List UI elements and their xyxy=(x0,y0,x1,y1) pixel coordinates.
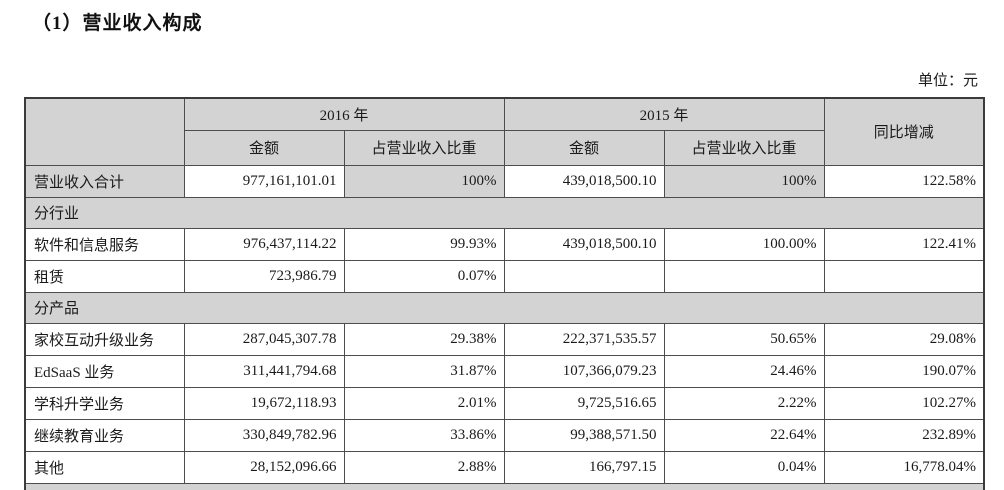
header-row-years: 2016 年 2015 年 同比增减 xyxy=(24,97,985,166)
share-2015-cell: 100.00% xyxy=(663,227,825,261)
table-row-home-school-upgrade: 家校互动升级业务 287,045,307.78 29.38% 222,371,5… xyxy=(24,322,985,356)
page-title: （1）营业收入构成 xyxy=(32,13,203,34)
corner-blank-cell xyxy=(24,97,185,166)
column-header-yoy-change: 同比增减 xyxy=(823,97,985,166)
share-2015-cell: 2.22% xyxy=(663,386,825,420)
amount-2015-cell: 439,018,500.10 xyxy=(503,227,665,261)
amount-2015-cell: 439,018,500.10 xyxy=(503,164,665,198)
section-row-by-product: 分产品 xyxy=(24,291,985,324)
table-row-total-revenue: 营业收入合计 977,161,101.01 100% 439,018,500.1… xyxy=(24,164,985,198)
table-row-software-services: 软件和信息服务 976,437,114.22 99.93% 439,018,50… xyxy=(24,227,985,261)
amount-2015-cell xyxy=(503,259,665,293)
share-2015-cell: 24.46% xyxy=(663,354,825,388)
yoy-change-cell: 122.58% xyxy=(823,164,985,198)
share-2016-cell: 2.88% xyxy=(343,450,505,484)
row-label: 软件和信息服务 xyxy=(24,227,185,261)
share-2016-cell: 2.01% xyxy=(343,386,505,420)
table-row-leasing: 租赁 723,986.79 0.07% xyxy=(24,259,985,293)
amount-2015-cell: 99,388,571.50 xyxy=(503,418,665,452)
column-group-2016: 2016 年 xyxy=(183,97,505,131)
share-2016-cell: 99.93% xyxy=(343,227,505,261)
section-row-by-industry: 分行业 xyxy=(24,196,985,229)
unit-label: 单位：元 xyxy=(917,73,978,89)
section-label: 分产品 xyxy=(24,291,985,324)
column-header-amount-2016: 金额 xyxy=(183,129,345,166)
amount-2015-cell: 166,797.15 xyxy=(503,450,665,484)
row-label: EdSaaS 业务 xyxy=(24,354,185,388)
revenue-composition-table: 2016 年 2015 年 同比增减 金额 占营业收入比重 金额 占营业收入比重… xyxy=(24,97,986,490)
section-label xyxy=(24,482,985,490)
share-2016-cell: 31.87% xyxy=(343,354,505,388)
yoy-change-cell: 122.41% xyxy=(823,227,985,261)
header-row-measures: 金额 占营业收入比重 金额 占营业收入比重 xyxy=(25,129,984,166)
yoy-change-cell: 29.08% xyxy=(823,322,985,356)
yoy-change-cell: 232.89% xyxy=(823,418,985,452)
row-label: 家校互动升级业务 xyxy=(24,322,185,356)
amount-2015-cell: 222,371,535.57 xyxy=(503,322,665,356)
share-2016-cell: 33.86% xyxy=(343,418,505,452)
row-label: 学科升学业务 xyxy=(24,386,185,420)
amount-2016-cell: 330,849,782.96 xyxy=(183,418,345,452)
amount-2016-cell: 723,986.79 xyxy=(183,259,345,293)
column-header-share-2016: 占营业收入比重 xyxy=(343,129,505,166)
table-row-edsaas: EdSaaS 业务 311,441,794.68 31.87% 107,366,… xyxy=(24,354,985,388)
share-2015-cell: 22.64% xyxy=(663,418,825,452)
amount-2016-cell: 19,672,118.93 xyxy=(183,386,345,420)
share-2016-cell: 29.38% xyxy=(343,322,505,356)
share-2015-cell: 100% xyxy=(663,164,825,198)
table-row-continuing-education: 继续教育业务 330,849,782.96 33.86% 99,388,571.… xyxy=(24,418,985,452)
share-2015-cell xyxy=(663,259,825,293)
share-2016-cell: 100% xyxy=(343,164,505,198)
share-2015-cell: 50.65% xyxy=(663,322,825,356)
column-header-amount-2015: 金额 xyxy=(503,129,665,166)
row-label: 继续教育业务 xyxy=(24,418,185,452)
table-row-subject-advancement: 学科升学业务 19,672,118.93 2.01% 9,725,516.65 … xyxy=(24,386,985,420)
amount-2016-cell: 976,437,114.22 xyxy=(183,227,345,261)
amount-2016-cell: 977,161,101.01 xyxy=(183,164,345,198)
share-2015-cell: 0.04% xyxy=(663,450,825,484)
yoy-change-cell xyxy=(823,259,985,293)
yoy-change-cell: 102.27% xyxy=(823,386,985,420)
table-row-other: 其他 28,152,096.66 2.88% 166,797.15 0.04% … xyxy=(24,450,985,484)
row-label: 其他 xyxy=(24,450,185,484)
section-row-partial-cutoff xyxy=(24,482,985,490)
share-2016-cell: 0.07% xyxy=(343,259,505,293)
row-label: 租赁 xyxy=(24,259,185,293)
amount-2016-cell: 287,045,307.78 xyxy=(183,322,345,356)
amount-2015-cell: 107,366,079.23 xyxy=(503,354,665,388)
amount-2015-cell: 9,725,516.65 xyxy=(503,386,665,420)
column-group-2015: 2015 年 xyxy=(503,97,825,131)
column-header-share-2015: 占营业收入比重 xyxy=(663,129,825,166)
amount-2016-cell: 311,441,794.68 xyxy=(183,354,345,388)
section-label: 分行业 xyxy=(24,196,985,229)
row-label: 营业收入合计 xyxy=(24,164,185,198)
yoy-change-cell: 16,778.04% xyxy=(823,450,985,484)
yoy-change-cell: 190.07% xyxy=(823,354,985,388)
amount-2016-cell: 28,152,096.66 xyxy=(183,450,345,484)
